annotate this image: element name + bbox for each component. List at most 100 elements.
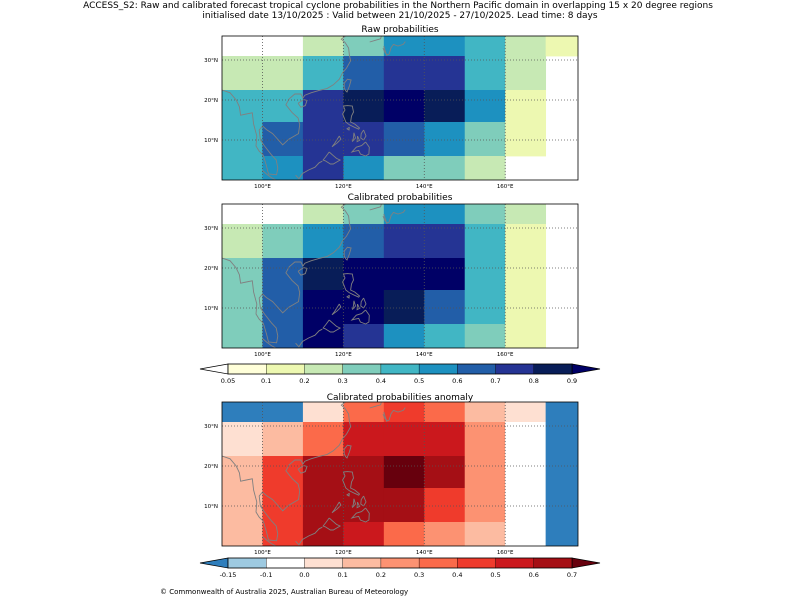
heatmap-cell: [222, 290, 263, 325]
colorbar-tick-label: 0.5: [490, 571, 500, 579]
coastline: [342, 273, 361, 298]
colorbar-segment: [380, 363, 420, 375]
heatmap-cell: [545, 422, 578, 457]
tick-label-lon: 160°E: [497, 550, 514, 556]
heatmap-cell: [545, 402, 578, 423]
colorbar-extend-min: [199, 557, 229, 569]
heatmap-cell: [424, 204, 466, 225]
heatmap-cell: [222, 422, 263, 457]
heatmap-cell: [424, 402, 466, 423]
heatmap-cell: [262, 224, 304, 259]
heatmap-cell: [262, 290, 304, 325]
heatmap-cell: [464, 90, 506, 123]
heatmap-cell: [383, 422, 425, 457]
heatmap-cell: [505, 402, 547, 423]
colorbar-segment: [304, 363, 344, 375]
anomaly-colorbar: -0.15 -0.1 0.0 0.1 0.2 0.3 0.4 0.5 0.6 0.7: [199, 557, 601, 579]
heatmap-cell: [545, 522, 578, 546]
colorbar-extend-max: [571, 557, 601, 569]
colorbar-tick-label: 0.6: [452, 377, 462, 385]
coastline: [331, 501, 342, 514]
heatmap-cell: [505, 422, 547, 457]
heatmap-cell: [424, 324, 466, 348]
heatmap-cell: [343, 522, 385, 546]
colorbar-tick-label: 0.6: [529, 571, 539, 579]
colorbar-tick-label: 0.05: [221, 377, 235, 385]
tick-label-lon: 160°E: [497, 184, 514, 190]
tick-label-lon: 120°E: [335, 184, 352, 190]
heatmap-cell: [464, 204, 506, 225]
heatmap-cell: [383, 258, 425, 291]
coastline: [360, 129, 367, 141]
heatmap-cell: [545, 488, 578, 523]
heatmap-cell: [464, 456, 506, 489]
heatmap-cell: [302, 90, 344, 123]
heatmap-cell: [505, 324, 547, 348]
colorbar-frame: [227, 557, 573, 569]
coastline: [382, 47, 388, 56]
coastline: [297, 465, 308, 474]
tick-label-lat: 10°N: [204, 504, 218, 510]
colorbar-tick-label: 0.2: [299, 377, 309, 385]
colorbar-extend-max: [571, 363, 601, 375]
coastline: [322, 319, 342, 333]
colorbar-segment: [457, 363, 497, 375]
coastline: [322, 151, 342, 165]
heatmap-cell: [424, 122, 466, 157]
heatmap-cell: [383, 402, 425, 423]
colorbar-segment: [418, 363, 458, 375]
heatmap-cells: [222, 402, 578, 546]
coastline: [297, 267, 308, 276]
figure-title-line-2: initialised date 13/10/2025 : Valid betw…: [202, 11, 597, 21]
heatmap-cell: [302, 456, 344, 489]
map-frame: [221, 203, 579, 349]
heatmap-cell: [343, 156, 385, 180]
coastline: [383, 41, 406, 56]
panel-calibrated-anomaly: Calibrated probabilities anomaly 100°E 12…: [204, 393, 579, 556]
heatmap-cell: [424, 456, 466, 489]
heatmap-cell: [383, 324, 425, 348]
heatmap-cell: [222, 456, 263, 489]
heatmap-cell: [505, 204, 547, 225]
colorbar-frame: [227, 363, 573, 375]
heatmap-cell: [262, 56, 304, 91]
heatmap-cell: [464, 422, 506, 457]
map-frame: [221, 401, 579, 547]
heatmap-cell: [383, 488, 425, 523]
heatmap-cell: [383, 90, 425, 123]
heatmap-cell: [222, 258, 263, 291]
coastline: [331, 303, 342, 316]
heatmap-cell: [343, 324, 385, 348]
heatmap-cell: [383, 156, 425, 180]
coastline: [343, 78, 352, 93]
colorbar-tick-label: 0.1: [261, 377, 271, 385]
coastline: [343, 246, 352, 261]
heatmap-cell: [222, 122, 263, 157]
colorbar-tick-label: -0.1: [260, 571, 273, 579]
colorbar-tick-label: 0.9: [567, 377, 577, 385]
heatmap-cell: [424, 224, 466, 259]
heatmap-cell: [464, 290, 506, 325]
map-frame: [221, 35, 579, 181]
tick-label-lat: 30°N: [204, 424, 218, 430]
colorbar-segment: [380, 557, 420, 569]
tick-label-lat: 20°N: [204, 464, 218, 470]
coastline: [295, 328, 323, 348]
colorbar-tick-label: 0.8: [529, 377, 539, 385]
heatmap-cell: [424, 156, 466, 180]
colorbar-segment: [342, 363, 382, 375]
heatmap-cell: [262, 122, 304, 157]
tick-label-lon: 160°E: [497, 352, 514, 358]
heatmap-cell: [505, 258, 547, 291]
heatmap-cell: [222, 402, 263, 423]
heatmap-cell: [302, 56, 344, 91]
heatmap-cell: [383, 290, 425, 325]
coastline: [222, 204, 352, 344]
coastline: [262, 170, 277, 180]
coastline: [360, 297, 367, 309]
heatmap-cell: [222, 488, 263, 523]
heatmap-cell: [222, 324, 263, 348]
coastline: [369, 402, 382, 409]
heatmap-cell: [505, 224, 547, 259]
